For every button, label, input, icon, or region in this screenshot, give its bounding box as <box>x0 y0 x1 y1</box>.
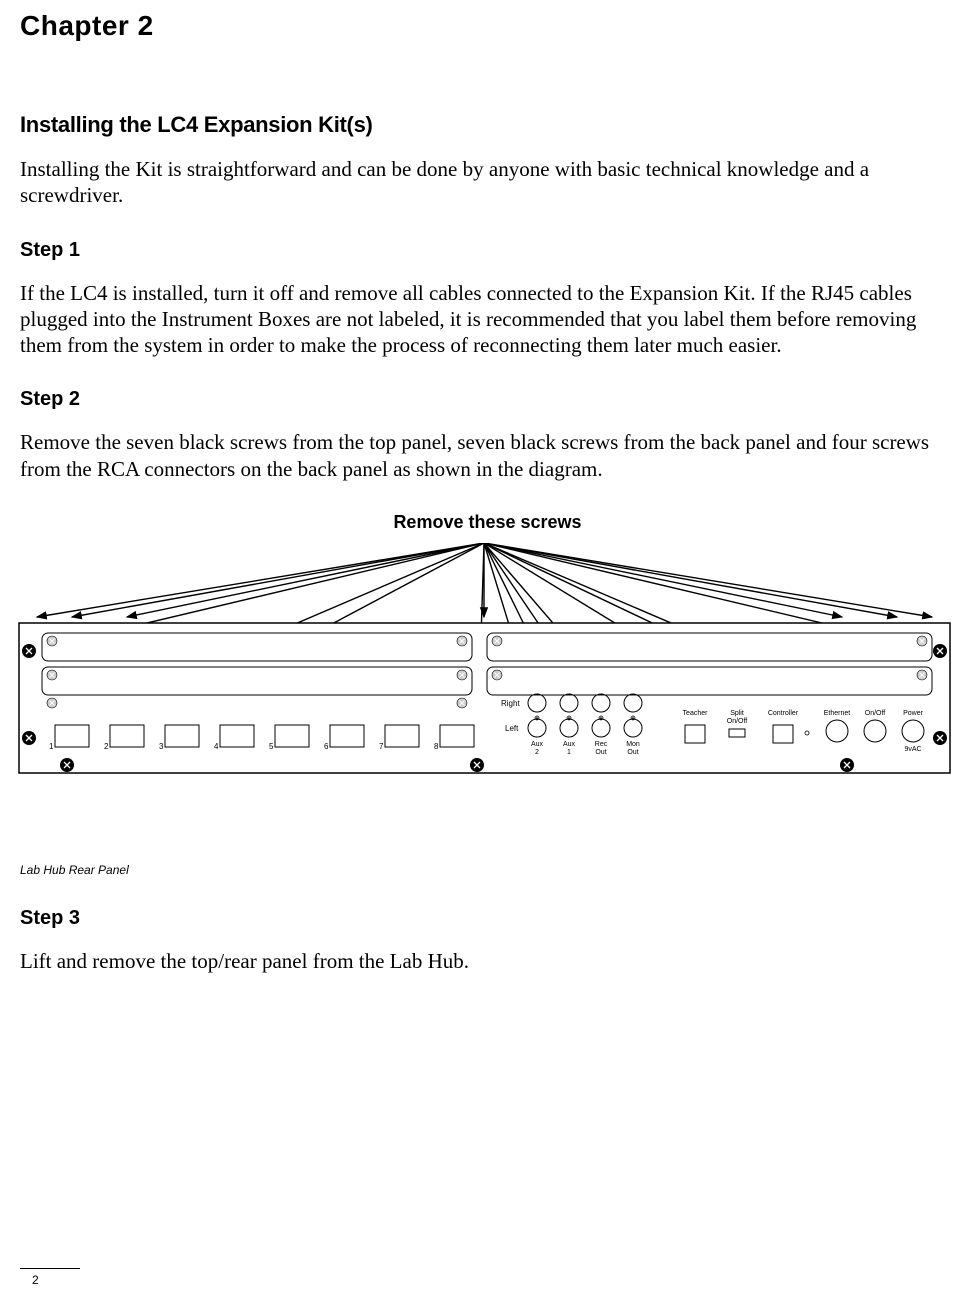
svg-text:9vAC: 9vAC <box>904 746 921 753</box>
svg-text:Mon: Mon <box>626 741 640 748</box>
step1-text: If the LC4 is installed, turn it off and… <box>20 280 955 359</box>
step2-text: Remove the seven black screws from the t… <box>20 429 955 482</box>
step1-title: Step 1 <box>20 239 955 262</box>
section-title: Installing the LC4 Expansion Kit(s) <box>20 112 955 138</box>
svg-text:Teacher: Teacher <box>683 710 709 717</box>
svg-text:Left: Left <box>505 724 519 733</box>
svg-text:8: 8 <box>434 742 439 751</box>
svg-text:3: 3 <box>159 742 164 751</box>
svg-text:Power: Power <box>903 710 924 717</box>
svg-text:Aux: Aux <box>563 741 576 748</box>
diagram-title: Remove these screws <box>20 512 955 533</box>
svg-text:Rec: Rec <box>595 741 608 748</box>
diagram-caption: Lab Hub Rear Panel <box>20 863 955 877</box>
svg-text:Controller: Controller <box>768 710 799 717</box>
intro-paragraph: Installing the Kit is straightforward an… <box>20 156 955 209</box>
svg-text:5: 5 <box>269 742 274 751</box>
svg-text:4: 4 <box>214 742 219 751</box>
svg-text:2: 2 <box>535 749 539 756</box>
svg-text:Right: Right <box>501 699 520 708</box>
svg-text:7: 7 <box>379 742 384 751</box>
step3-title: Step 3 <box>20 907 955 930</box>
svg-text:Split: Split <box>730 710 744 717</box>
svg-text:2: 2 <box>104 742 109 751</box>
rear-panel-diagram: 12345678RightLeftAux2Aux1RecOutMonOutTea… <box>17 543 952 803</box>
svg-text:1: 1 <box>567 749 571 756</box>
footer-rule <box>20 1268 80 1269</box>
chapter-title: Chapter 2 <box>20 10 955 42</box>
svg-text:On/Off: On/Off <box>727 718 748 725</box>
svg-text:Out: Out <box>627 749 638 756</box>
svg-text:6: 6 <box>324 742 329 751</box>
step3-text: Lift and remove the top/rear panel from … <box>20 948 955 974</box>
page-number: 2 <box>20 1273 80 1287</box>
page-footer: 2 <box>20 1268 80 1287</box>
step2-title: Step 2 <box>20 388 955 411</box>
svg-text:Out: Out <box>595 749 606 756</box>
svg-text:On/Off: On/Off <box>865 710 886 717</box>
svg-text:Ethernet: Ethernet <box>824 710 851 717</box>
svg-text:1: 1 <box>49 742 54 751</box>
svg-text:Aux: Aux <box>531 741 544 748</box>
